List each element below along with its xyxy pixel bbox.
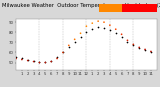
- Point: [26, 59, 29, 60]
- Point: [91, 29, 94, 30]
- Point: [103, 27, 105, 29]
- Point: [109, 30, 111, 31]
- Point: [150, 52, 152, 53]
- Point: [103, 21, 105, 23]
- Point: [126, 40, 129, 41]
- Point: [79, 37, 82, 38]
- Point: [73, 39, 76, 40]
- Point: [73, 42, 76, 43]
- Point: [132, 45, 135, 46]
- Point: [114, 33, 117, 34]
- Point: [144, 50, 146, 51]
- Point: [44, 62, 47, 63]
- Point: [114, 29, 117, 30]
- Point: [56, 57, 58, 58]
- Point: [91, 22, 94, 24]
- Point: [68, 45, 70, 46]
- Point: [38, 61, 41, 62]
- Point: [32, 61, 35, 62]
- Point: [62, 52, 64, 53]
- Point: [50, 61, 52, 62]
- Point: [15, 57, 17, 58]
- Point: [138, 48, 140, 49]
- Point: [109, 25, 111, 26]
- Point: [32, 60, 35, 61]
- Text: Milwaukee Weather  Outdoor Temperature  vs Heat Index  (24 Hours): Milwaukee Weather Outdoor Temperature vs…: [2, 3, 160, 8]
- Point: [62, 52, 64, 53]
- Point: [144, 49, 146, 50]
- Point: [132, 44, 135, 45]
- Point: [126, 42, 129, 43]
- Point: [97, 20, 99, 22]
- Point: [150, 51, 152, 52]
- Point: [85, 25, 88, 27]
- Point: [138, 47, 140, 48]
- Point: [26, 60, 29, 61]
- Point: [44, 61, 47, 62]
- Point: [85, 32, 88, 33]
- Point: [120, 37, 123, 38]
- Point: [21, 59, 23, 60]
- Point: [38, 62, 41, 63]
- Point: [15, 58, 17, 59]
- Point: [56, 58, 58, 59]
- Point: [68, 47, 70, 48]
- Point: [97, 27, 99, 28]
- Point: [120, 34, 123, 35]
- Point: [50, 60, 52, 61]
- Point: [79, 33, 82, 34]
- Point: [21, 58, 23, 59]
